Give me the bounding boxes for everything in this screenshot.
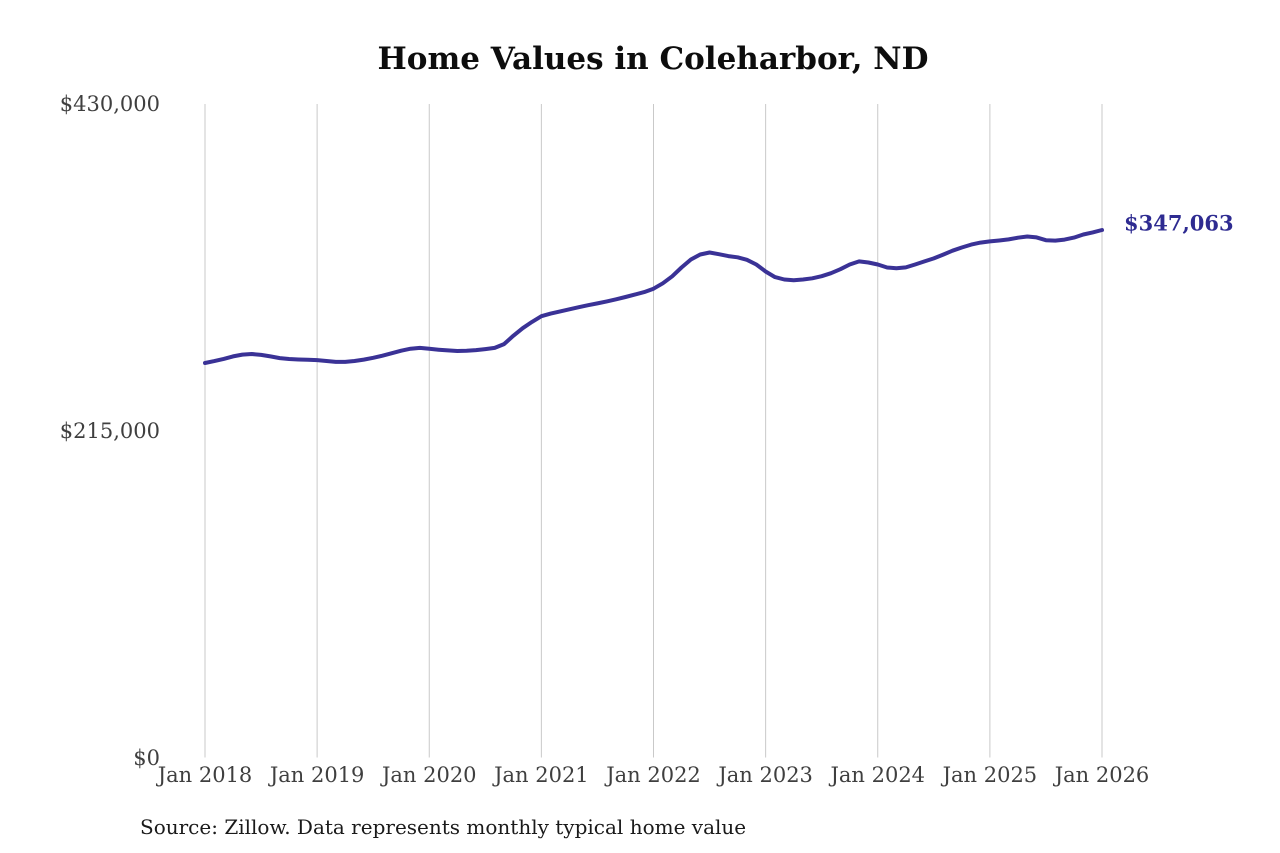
home-value-line — [203, 228, 1104, 365]
x-tick-label: Jan 2026 — [1054, 763, 1150, 787]
x-tick-label: Jan 2021 — [494, 763, 589, 787]
y-tick-label: $430,000 — [59, 92, 160, 116]
chart-title: Home Values in Coleharbor, ND — [377, 41, 929, 77]
y-tick-label: $215,000 — [59, 418, 160, 443]
gridlines-group — [204, 104, 1103, 758]
x-tick-label: Jan 2024 — [830, 763, 926, 787]
y-tick-label: $0 — [133, 745, 160, 770]
end-value-label: $347,063 — [1124, 210, 1234, 236]
x-tick-label: Jan 2019 — [269, 763, 365, 787]
x-tick-label: Jan 2022 — [606, 763, 701, 787]
x-tick-label: Jan 2020 — [381, 763, 477, 787]
x-tick-label: Jan 2023 — [718, 763, 813, 787]
x-tick-label: Jan 2025 — [942, 763, 1038, 787]
source-note: Source: Zillow. Data represents monthly … — [140, 815, 747, 839]
x-tick-label: Jan 2018 — [157, 763, 253, 787]
